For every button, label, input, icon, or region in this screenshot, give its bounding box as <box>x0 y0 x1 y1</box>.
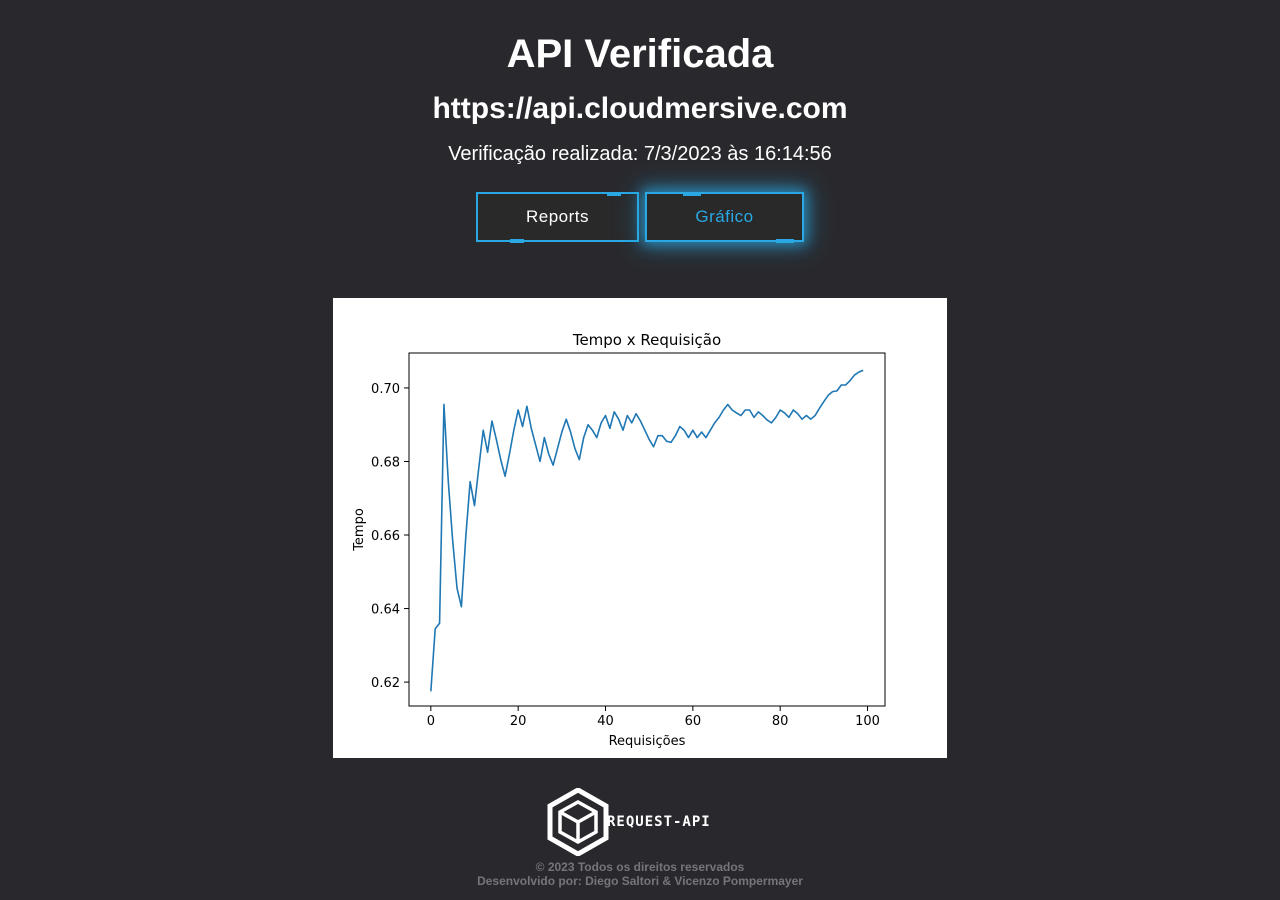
y-tick-label: 0.64 <box>371 603 400 618</box>
grafico-button[interactable]: Gráfico <box>645 192 804 243</box>
chart-title: Tempo x Requisição <box>572 331 721 349</box>
copyright-text: © 2023 Todos os direitos reservados <box>535 860 745 874</box>
line-chart: 0 20 40 60 80 100 0.62 0.64 0.66 0.68 0.70 Tempo x … <box>352 331 886 749</box>
button-corner-tab <box>510 239 524 243</box>
series-line <box>430 369 864 692</box>
cube-logo-icon <box>547 787 609 857</box>
verification-timestamp: Verificação realizada: 7/3/2023 às 16:14… <box>448 143 832 165</box>
button-corner-tab <box>683 192 701 196</box>
x-tick-label: 0 <box>427 714 435 729</box>
logo: REQUEST-API <box>547 787 737 857</box>
x-axis-label: Requisições <box>609 734 686 749</box>
reports-button-label: Reports <box>525 207 590 226</box>
y-tick-label: 0.68 <box>371 455 400 470</box>
logo-text: REQUEST-API <box>607 814 711 830</box>
x-tick-label: 100 <box>855 714 880 729</box>
button-corner-tab <box>776 239 794 243</box>
page-title: API Verificada <box>506 32 774 76</box>
grafico-button-label: Gráfico <box>695 207 754 226</box>
x-tick-label: 60 <box>685 714 702 729</box>
x-tick-label: 80 <box>772 714 789 729</box>
y-tick-label: 0.66 <box>371 529 400 544</box>
x-tick-label: 40 <box>597 714 614 729</box>
chart-panel: 0 20 40 60 80 100 0.62 0.64 0.66 0.68 0.70 Tempo x … <box>333 298 947 758</box>
x-tick-label: 20 <box>510 714 527 729</box>
plot-frame <box>408 352 886 707</box>
button-corner-tab <box>607 192 621 196</box>
credits-text: Desenvolvido por: Diego Saltori & Vicenz… <box>477 874 803 888</box>
y-axis-label: Tempo <box>352 508 367 552</box>
y-tick-label: 0.62 <box>371 676 400 691</box>
y-tick-label: 0.70 <box>371 382 400 397</box>
api-url: https://api.cloudmersive.com <box>432 92 848 125</box>
reports-button[interactable]: Reports <box>476 192 639 243</box>
